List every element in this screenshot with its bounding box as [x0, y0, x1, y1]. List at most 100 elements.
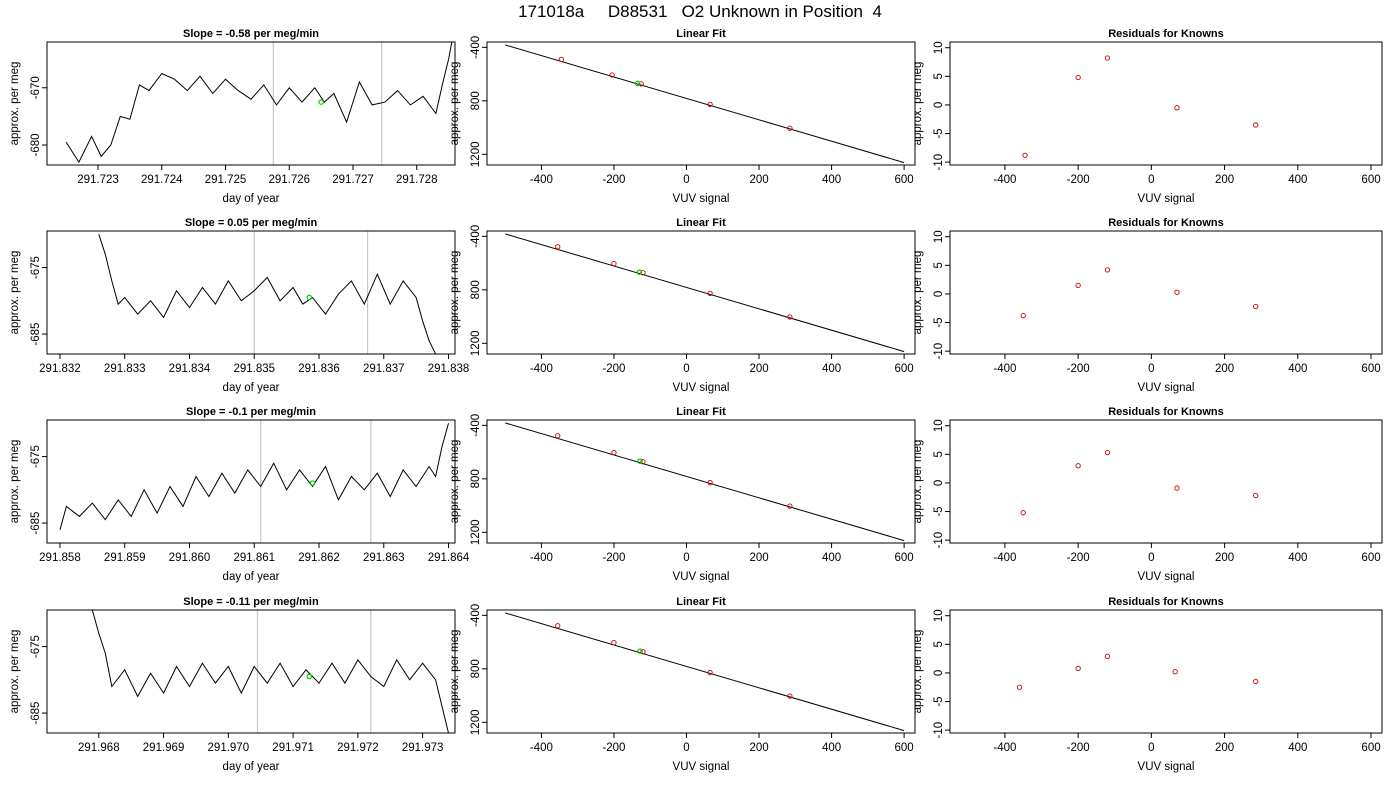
unknown-point: [318, 99, 324, 105]
known-point: [555, 244, 561, 250]
panel-title: Linear Fit: [676, 28, 726, 40]
panel-4-2: Linear Fit -400 -200 0 200 400 600 -400 800 1200 V…: [449, 596, 916, 773]
y-axis-label: approx. per meg: [9, 440, 21, 524]
x-tick-label: 400: [1288, 363, 1307, 375]
panel-title: Linear Fit: [676, 596, 726, 608]
known-point: [611, 449, 617, 456]
panel-4-3: Residuals for Knowns -400 -200 0 200 400 600 -1…: [912, 596, 1383, 773]
fit-line: [504, 612, 905, 732]
known-point: [1104, 267, 1111, 273]
unknown-point: [634, 80, 641, 87]
panel-title: Slope = -0.58 per meg/min: [183, 28, 319, 40]
x-tick-label: 200: [1215, 174, 1234, 186]
x-tick-label: 291.859: [104, 552, 146, 564]
known-point: [1075, 463, 1081, 469]
x-tick-label: 291.863: [363, 552, 405, 564]
x-axis-label: VUV signal: [673, 571, 730, 583]
plot-area: [1022, 55, 1259, 158]
known-point: [640, 459, 646, 465]
x-tick-label: 291.968: [78, 742, 120, 754]
x-tick-label: 0: [683, 363, 689, 375]
x-tick-label: 400: [822, 174, 841, 186]
y-axis-label: approx. per meg: [912, 630, 924, 714]
panel-3-2: Linear Fit -400 -200 0 200 400 600 -400 800 1200 V…: [449, 406, 916, 583]
y-tick-label: 10: [933, 419, 945, 432]
plot-frame: [486, 609, 916, 734]
known-point: [611, 260, 617, 267]
plot-frame: [46, 419, 456, 544]
plot-frame: [486, 41, 916, 166]
known-point: [1075, 282, 1081, 288]
x-tick-label: 291.973: [402, 742, 444, 754]
x-tick-label: 291.835: [233, 363, 275, 375]
x-tick-label: -400: [993, 552, 1016, 564]
known-point: [1253, 303, 1259, 310]
x-tick-label: 400: [822, 552, 841, 564]
x-tick-label: 291.972: [337, 742, 379, 754]
known-point: [1016, 684, 1023, 690]
x-tick-label: 291.970: [208, 742, 250, 754]
x-tick-label: 600: [895, 552, 914, 564]
y-tick-label: 0: [933, 670, 945, 676]
x-tick-label: 200: [1215, 363, 1234, 375]
x-tick-label: -400: [530, 742, 553, 754]
plot-area: [91, 610, 449, 733]
unknown-point: [636, 269, 643, 275]
plot-frame: [486, 230, 916, 355]
y-tick-label: 1200: [470, 142, 482, 168]
x-tick-label: 600: [895, 174, 914, 186]
x-axis-label: day of year: [223, 193, 280, 205]
x-tick-label: 291.724: [141, 174, 183, 186]
y-axis-label: approx. per meg: [9, 630, 21, 714]
y-tick-label: -670: [30, 76, 42, 99]
data-trace: [91, 610, 449, 733]
known-point: [555, 623, 561, 629]
x-tick-label: 400: [1288, 174, 1307, 186]
x-tick-label: 291.969: [143, 742, 185, 754]
y-tick-label: -10: [933, 154, 945, 171]
y-tick-label: -5: [933, 128, 945, 138]
plot-frame: [949, 230, 1383, 355]
panel-title: Linear Fit: [676, 406, 726, 418]
fit-line: [504, 233, 905, 353]
x-tick-label: 400: [822, 363, 841, 375]
x-tick-label: 291.727: [332, 174, 374, 186]
x-axis-label: VUV signal: [1138, 571, 1195, 583]
y-tick-label: 10: [933, 41, 945, 54]
panel-title: Residuals for Knowns: [1108, 217, 1224, 229]
y-axis-label: approx. per meg: [449, 62, 461, 146]
x-tick-label: 600: [1361, 174, 1380, 186]
y-tick-label: -685: [30, 323, 42, 346]
x-tick-label: -400: [993, 742, 1016, 754]
y-tick-label: 1200: [470, 710, 482, 736]
known-point: [787, 314, 793, 320]
unknown-point: [309, 480, 316, 486]
known-point: [707, 479, 713, 486]
y-tick-label: 1200: [470, 520, 482, 546]
unknown-point: [637, 648, 643, 654]
y-tick-label: -400: [470, 36, 482, 59]
known-point: [787, 693, 793, 699]
x-tick-label: 291.725: [205, 174, 247, 186]
known-point: [787, 125, 793, 131]
x-tick-label: 0: [683, 174, 689, 186]
fit-line: [504, 44, 905, 164]
known-point: [1253, 122, 1259, 128]
x-tick-label: -400: [530, 174, 553, 186]
known-point: [1174, 105, 1180, 111]
panel-title: Linear Fit: [676, 217, 726, 229]
known-point: [1104, 55, 1111, 61]
known-point: [707, 290, 713, 297]
x-tick-label: 291.858: [39, 552, 81, 564]
y-axis-label: approx. per meg: [9, 62, 21, 146]
panel-title: Slope = 0.05 per meg/min: [185, 217, 318, 229]
x-tick-label: 200: [1215, 742, 1234, 754]
plot-area: [504, 612, 905, 732]
x-tick-label: -200: [602, 742, 625, 754]
y-axis-label: approx. per meg: [449, 251, 461, 335]
y-tick-label: -675: [30, 256, 42, 279]
y-tick-label: -685: [30, 512, 42, 535]
x-tick-label: 291.860: [169, 552, 211, 564]
plot-area: [1020, 449, 1259, 516]
x-tick-label: -200: [1067, 174, 1090, 186]
